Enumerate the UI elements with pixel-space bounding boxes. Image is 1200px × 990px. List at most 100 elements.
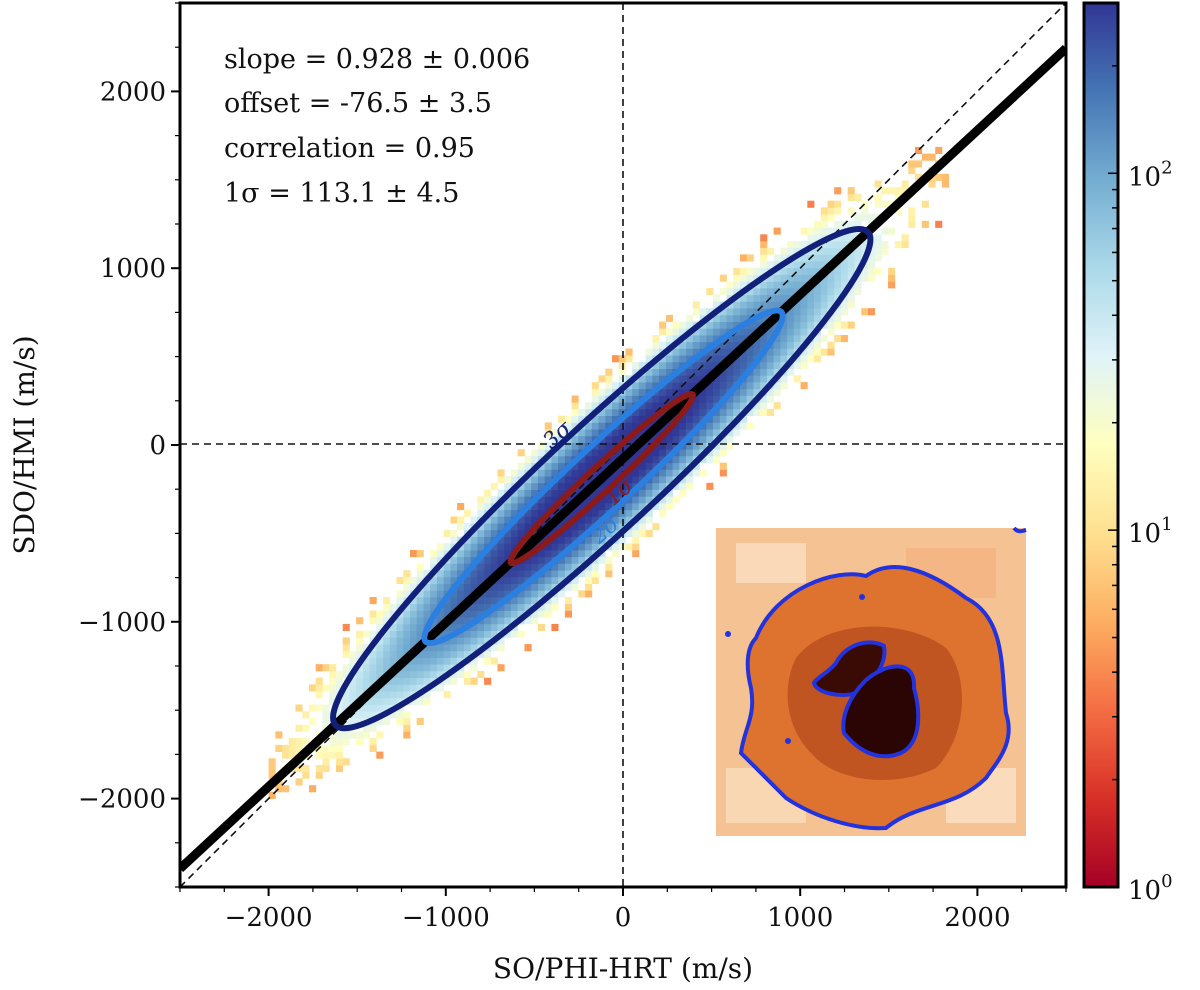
heatmap-cell [659, 361, 667, 369]
heatmap-cell [800, 267, 808, 275]
y-axis-label: SDO/HMI (m/s) [8, 335, 41, 554]
heatmap-cell [679, 415, 687, 423]
heatmap-cell [679, 388, 687, 396]
heatmap-cell [847, 294, 855, 302]
heatmap-cell [416, 590, 424, 598]
heatmap-cell [672, 361, 680, 369]
heatmap-cell [787, 341, 795, 349]
heatmap-cell [692, 449, 700, 457]
heatmap-cell [605, 563, 613, 571]
heatmap-cell [396, 711, 404, 719]
heatmap-cell [632, 529, 640, 537]
heatmap-cell [625, 509, 633, 517]
heatmap-cell [537, 550, 545, 558]
heatmap-cell [874, 234, 882, 242]
heatmap-cell [793, 375, 801, 383]
heatmap-cell [524, 482, 532, 490]
heatmap-cell [436, 590, 444, 598]
heatmap-cell [881, 200, 889, 208]
heatmap-cell [820, 308, 828, 316]
heatmap-cell [423, 570, 431, 578]
heatmap-cell [766, 261, 774, 269]
heatmap-cell [349, 677, 357, 685]
heatmap-cell [638, 503, 646, 511]
heatmap-cell [686, 341, 694, 349]
heatmap-cell [537, 563, 545, 571]
heatmap-cell [800, 308, 808, 316]
heatmap-cell [376, 610, 384, 618]
heatmap-cell [753, 408, 761, 416]
heatmap-cell [511, 523, 519, 531]
heatmap-cell [396, 597, 404, 605]
heatmap-cell [692, 361, 700, 369]
heatmap-cell [672, 328, 680, 336]
heatmap-cell [423, 644, 431, 652]
heatmap-cell [699, 429, 707, 437]
heatmap-cell [800, 355, 808, 363]
heatmap-cell [793, 341, 801, 349]
heatmap-cell [713, 361, 721, 369]
heatmap-cell [827, 247, 835, 255]
heatmap-cell [504, 536, 512, 544]
heatmap-cell [679, 321, 687, 329]
heatmap-cell [578, 435, 586, 443]
heatmap-cell [524, 456, 532, 464]
heatmap-cell [766, 375, 774, 383]
heatmap-cell [524, 583, 532, 591]
heatmap-cell [383, 664, 391, 672]
heatmap-cell [477, 543, 485, 551]
heatmap-cell [484, 503, 492, 511]
heatmap-cell [699, 395, 707, 403]
heatmap-cell [268, 765, 276, 773]
heatmap-cell [612, 429, 620, 437]
heatmap-cell [766, 355, 774, 363]
heatmap-cell [497, 617, 505, 625]
heatmap-cell [430, 603, 438, 611]
heatmap-cell [665, 361, 673, 369]
heatmap-cell [605, 435, 613, 443]
heatmap-cell [403, 630, 411, 638]
heatmap-cell [793, 301, 801, 309]
heatmap-cell [591, 456, 599, 464]
heatmap-cell [726, 415, 734, 423]
sunspot-inset [716, 526, 1027, 836]
heatmap-cell [443, 630, 451, 638]
heatmap-cell [645, 355, 653, 363]
heatmap-cell [726, 341, 734, 349]
heatmap-cell [383, 697, 391, 705]
heatmap-cell [740, 281, 748, 289]
heatmap-cell [537, 583, 545, 591]
heatmap-cell [820, 207, 828, 215]
heatmap-cell [719, 355, 727, 363]
heatmap-cell [706, 328, 714, 336]
colorbar: 100 101 102 [1082, 1, 1173, 906]
heatmap-cell [403, 677, 411, 685]
heatmap-cell [571, 523, 579, 531]
heatmap-cell [706, 402, 714, 410]
heatmap-cell [322, 751, 330, 759]
heatmap-cell [733, 388, 741, 396]
heatmap-cell [275, 744, 283, 752]
heatmap-cell [605, 476, 613, 484]
heatmap-cell [416, 650, 424, 658]
heatmap-cell [867, 214, 875, 222]
heatmap-cell [396, 671, 404, 679]
heatmap-cell [773, 281, 781, 289]
heatmap-cell [753, 368, 761, 376]
heatmap-cell [443, 623, 451, 631]
heatmap-cell [625, 516, 633, 524]
heatmap-cell [820, 348, 828, 356]
heatmap-cell [484, 650, 492, 658]
heatmap-cell [894, 207, 902, 215]
heatmap-cell [753, 321, 761, 329]
heatmap-cell [457, 597, 465, 605]
heatmap-cell [861, 267, 869, 275]
heatmap-cell [578, 529, 586, 537]
heatmap-cell [490, 597, 498, 605]
heatmap-cell [295, 744, 303, 752]
heatmap-cell [322, 758, 330, 766]
heatmap-cell [389, 644, 397, 652]
heatmap-cell [403, 671, 411, 679]
heatmap-cell [450, 529, 458, 537]
heatmap-cell [531, 597, 539, 605]
